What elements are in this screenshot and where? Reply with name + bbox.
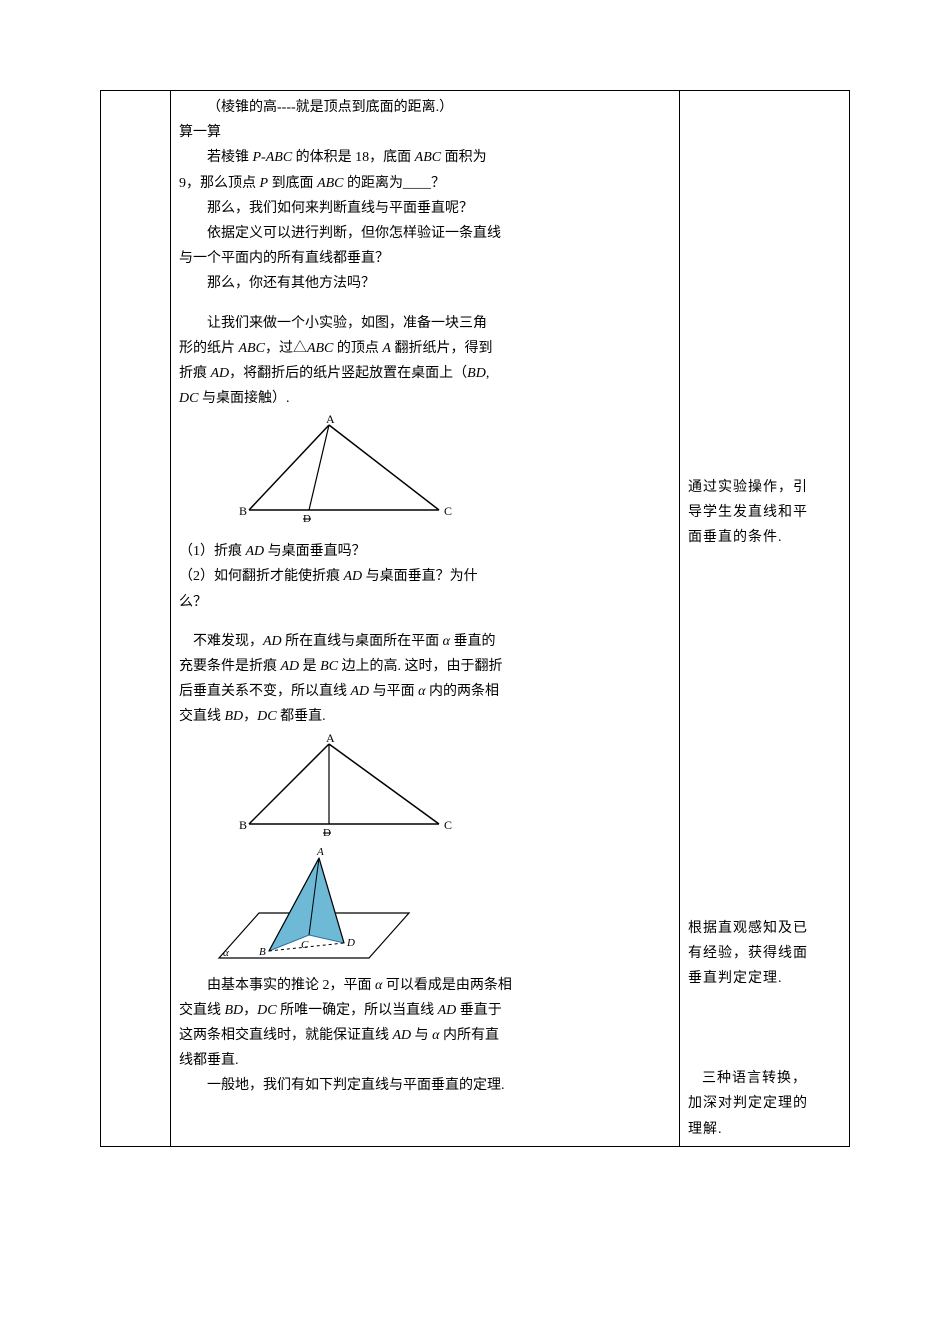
col-middle: （棱锥的高----就是顶点到底面的距离.） 算一算 若棱锥 P-ABC 的体积是… — [171, 91, 680, 1147]
svg-text:α: α — [223, 947, 229, 959]
svg-text:A: A — [326, 734, 335, 745]
svg-text:B: B — [259, 946, 266, 958]
col-left — [101, 91, 171, 1147]
p-other: 那么，你还有其他方法吗？ — [179, 271, 671, 296]
p-exp-1: 让我们来做一个小实验，如图，准备一块三角 — [179, 311, 671, 336]
p-calc-title: 算一算 — [179, 120, 671, 145]
note-3: 三种语言转换， 加深对判定定理的 理解. — [688, 1066, 841, 1142]
svg-text:C: C — [301, 939, 309, 951]
label-A: A — [326, 415, 335, 426]
triangle-diagram-1: A B C D — [179, 411, 671, 525]
svg-text:D: D — [346, 937, 355, 949]
p-find-2: 充要条件是折痕 AD 是 BC 边上的高. 这时，由于翻折 — [179, 654, 671, 679]
svg-text:C: C — [444, 818, 452, 832]
p-verify-1: 依据定义可以进行判断，但你怎样验证一条直线 — [179, 221, 671, 246]
label-B: B — [239, 504, 247, 518]
p-theorem: 一般地，我们有如下判定直线与平面垂直的定理. — [179, 1073, 671, 1098]
p-cone-height: （棱锥的高----就是顶点到底面的距离.） — [179, 95, 671, 120]
p-deduce-2: 交直线 BD，DC 所唯一确定，所以当直线 AD 垂直于 — [179, 998, 671, 1023]
col-right: 通过实验操作，引 导学生发直线和平 面垂直的条件. 根据直观感知及已 有经验，获… — [680, 91, 850, 1147]
p-find-4: 交直线 BD，DC 都垂直. — [179, 704, 671, 729]
lesson-table: （棱锥的高----就是顶点到底面的距离.） 算一算 若棱锥 P-ABC 的体积是… — [100, 90, 850, 1147]
p-q-how: 那么，我们如何来判断直线与平面垂直呢？ — [179, 196, 671, 221]
p-exp-3: 折痕 AD，将翻折后的纸片竖起放置在桌面上（BD, — [179, 361, 671, 386]
p-find-3: 后垂直关系不变，所以直线 AD 与平面 α 内的两条相 — [179, 679, 671, 704]
p-exp-2: 形的纸片 ABC，过△ABC 的顶点 A 翻折纸片，得到 — [179, 336, 671, 361]
p-q2-2: 么？ — [179, 590, 671, 615]
p-calc-1: 若棱锥 P-ABC 的体积是 18，底面 ABC 面积为 — [179, 145, 671, 170]
note-1: 通过实验操作，引 导学生发直线和平 面垂直的条件. — [688, 475, 841, 551]
p-deduce-4: 线都垂直. — [179, 1048, 671, 1073]
p-calc-2: 9，那么顶点 P 到底面 ABC 的距离为____？ — [179, 171, 671, 196]
note-2: 根据直观感知及已 有经验，获得线面 垂直判定定理. — [688, 916, 841, 992]
label-D: D — [303, 513, 311, 525]
p-q1: （1）折痕 AD 与桌面垂直吗？ — [179, 539, 671, 564]
svg-text:A: A — [316, 846, 324, 858]
p-verify-2: 与一个平面内的所有直线都垂直？ — [179, 246, 671, 271]
plane-diagram: A B C D α — [179, 839, 671, 973]
svg-text:D: D — [323, 827, 331, 839]
p-find-1: 不难发现，AD 所在直线与桌面所在平面 α 垂直的 — [179, 629, 671, 654]
p-deduce-1: 由基本事实的推论 2，平面 α 可以看成是由两条相 — [179, 973, 671, 998]
p-exp-4: DC 与桌面接触）. — [179, 386, 671, 411]
triangle-diagram-2: A B C D — [179, 730, 671, 839]
svg-text:B: B — [239, 818, 247, 832]
p-deduce-3: 这两条相交直线时，就能保证直线 AD 与 α 内所有直 — [179, 1023, 671, 1048]
p-q2-1: （2）如何翻折才能使折痕 AD 与桌面垂直？为什 — [179, 564, 671, 589]
label-C: C — [444, 504, 452, 518]
